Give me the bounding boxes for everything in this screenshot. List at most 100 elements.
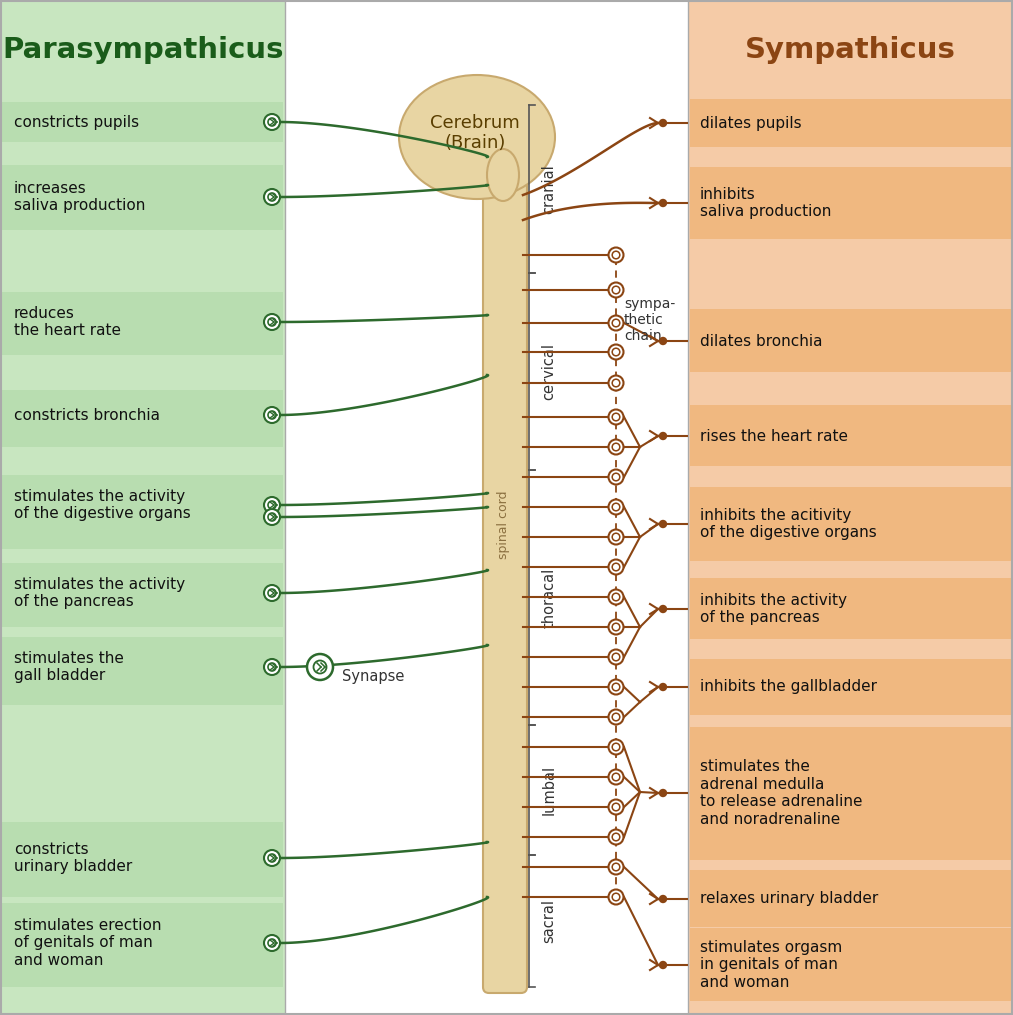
Circle shape — [609, 740, 623, 754]
Circle shape — [264, 189, 280, 205]
Text: inhibits
saliva production: inhibits saliva production — [700, 187, 832, 219]
Text: spinal cord: spinal cord — [496, 490, 510, 559]
Bar — [690, 309, 1011, 373]
Text: Sympathicus: Sympathicus — [745, 36, 955, 64]
Text: Synapse: Synapse — [342, 670, 404, 684]
Circle shape — [609, 590, 623, 605]
Circle shape — [659, 961, 667, 968]
Bar — [690, 167, 1011, 239]
Circle shape — [264, 850, 280, 866]
Text: rises the heart rate: rises the heart rate — [700, 428, 848, 444]
Text: sympa-
thetic
chain: sympa- thetic chain — [624, 296, 676, 343]
Circle shape — [307, 654, 333, 680]
Circle shape — [612, 654, 620, 661]
Circle shape — [612, 563, 620, 570]
Circle shape — [609, 530, 623, 544]
Circle shape — [612, 319, 620, 327]
Circle shape — [268, 193, 276, 201]
Text: stimulates erection
of genitals of man
and woman: stimulates erection of genitals of man a… — [14, 919, 161, 968]
Circle shape — [313, 661, 326, 674]
Circle shape — [264, 509, 280, 525]
Circle shape — [609, 619, 623, 634]
Circle shape — [264, 114, 280, 130]
Circle shape — [268, 513, 276, 521]
Circle shape — [609, 709, 623, 725]
Circle shape — [264, 314, 280, 330]
Text: Parasympathicus: Parasympathicus — [2, 36, 284, 64]
Ellipse shape — [487, 149, 519, 201]
Text: inhibits the gallbladder: inhibits the gallbladder — [700, 679, 877, 694]
Circle shape — [609, 470, 623, 484]
Text: inhibits the acitivity
of the digestive organs: inhibits the acitivity of the digestive … — [700, 508, 876, 540]
Bar — [2, 292, 283, 355]
Bar — [2, 390, 283, 447]
Circle shape — [609, 860, 623, 875]
Circle shape — [264, 585, 280, 601]
Ellipse shape — [399, 75, 555, 199]
Text: constricts bronchia: constricts bronchia — [14, 407, 160, 422]
Text: stimulates the activity
of the digestive organs: stimulates the activity of the digestive… — [14, 489, 190, 521]
Circle shape — [264, 659, 280, 675]
Text: sacral: sacral — [542, 899, 556, 943]
Circle shape — [659, 895, 667, 902]
Circle shape — [609, 282, 623, 297]
Circle shape — [612, 413, 620, 421]
Bar — [690, 659, 1011, 715]
Text: cervical: cervical — [542, 343, 556, 400]
Bar — [690, 870, 1011, 927]
Circle shape — [612, 380, 620, 387]
Text: increases
saliva production: increases saliva production — [14, 181, 146, 213]
Bar — [2, 637, 283, 705]
Circle shape — [612, 286, 620, 293]
FancyBboxPatch shape — [483, 99, 527, 993]
Text: stimulates the
adrenal medulla
to release adrenaline
and noradrenaline: stimulates the adrenal medulla to releas… — [700, 759, 862, 826]
Circle shape — [612, 348, 620, 356]
Text: stimulates the activity
of the pancreas: stimulates the activity of the pancreas — [14, 577, 185, 609]
Circle shape — [609, 376, 623, 391]
Text: lumbal: lumbal — [542, 765, 556, 815]
Text: constricts pupils: constricts pupils — [14, 115, 139, 130]
Bar — [2, 822, 283, 897]
Circle shape — [659, 120, 667, 127]
Circle shape — [268, 318, 276, 326]
Circle shape — [612, 773, 620, 781]
Circle shape — [659, 790, 667, 797]
Text: dilates pupils: dilates pupils — [700, 116, 801, 131]
Bar — [2, 903, 283, 987]
Bar — [0, 0, 285, 1015]
Bar — [2, 563, 283, 627]
Bar — [688, 0, 1013, 1015]
Circle shape — [609, 800, 623, 814]
Circle shape — [268, 589, 276, 597]
Bar — [690, 487, 1011, 561]
Bar — [285, 0, 688, 1015]
Circle shape — [609, 679, 623, 694]
Circle shape — [612, 743, 620, 751]
Circle shape — [268, 663, 276, 671]
Circle shape — [612, 863, 620, 871]
Bar — [690, 928, 1011, 1001]
Text: stimulates orgasm
in genitals of man
and woman: stimulates orgasm in genitals of man and… — [700, 940, 842, 990]
Text: cranial: cranial — [542, 164, 556, 214]
Circle shape — [612, 833, 620, 840]
Circle shape — [609, 409, 623, 424]
Circle shape — [612, 893, 620, 900]
Circle shape — [612, 251, 620, 259]
Circle shape — [264, 407, 280, 423]
Circle shape — [612, 714, 620, 721]
Circle shape — [612, 473, 620, 481]
Circle shape — [609, 559, 623, 574]
Circle shape — [659, 200, 667, 206]
Text: Cerebrum
(Brain): Cerebrum (Brain) — [431, 114, 520, 152]
Text: constricts
urinary bladder: constricts urinary bladder — [14, 841, 133, 874]
Bar — [690, 578, 1011, 639]
Circle shape — [659, 521, 667, 528]
Circle shape — [264, 497, 280, 513]
Circle shape — [264, 935, 280, 951]
Circle shape — [609, 248, 623, 263]
Circle shape — [612, 683, 620, 691]
Circle shape — [612, 623, 620, 630]
Circle shape — [268, 118, 276, 126]
Bar — [2, 165, 283, 230]
Text: dilates bronchia: dilates bronchia — [700, 334, 823, 348]
